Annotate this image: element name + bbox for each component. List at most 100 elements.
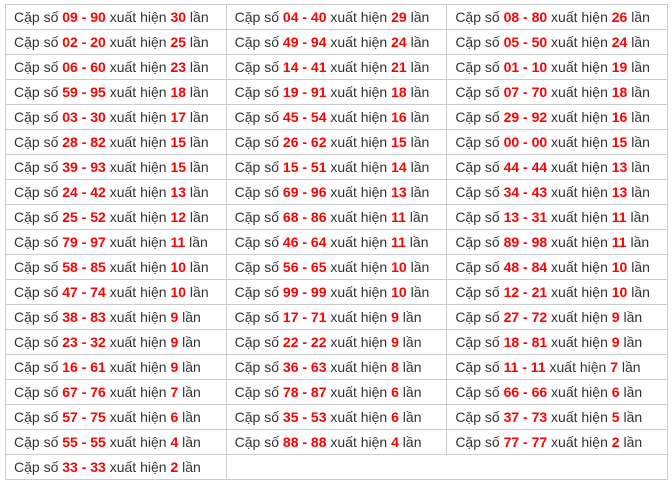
pair-prefix-label: Cặp số xyxy=(455,209,504,225)
pair-cell: Cặp số 59 - 95 xuất hiện 18 lần xyxy=(5,79,227,105)
pair-cell: Cặp số 78 - 87 xuất hiện 6 lần xyxy=(225,379,448,405)
table-row: Cặp số 02 - 20 xuất hiện 25 lần Cặp số 49… xyxy=(5,29,668,55)
occurrence-label: xuất hiện xyxy=(547,34,612,50)
pair-count: 13 xyxy=(611,184,628,200)
pair-count: 6 xyxy=(170,409,179,425)
pair-cell: Cặp số 01 - 10 xuất hiện 19 lần xyxy=(446,54,668,80)
occurrence-label: xuất hiện xyxy=(105,459,171,475)
pair-numbers: 07 - 70 xyxy=(503,84,548,100)
pair-cell: Cặp số 04 - 40 xuất hiện 29 lần xyxy=(225,4,448,30)
pair-prefix-label: Cặp số xyxy=(234,209,283,225)
occurrence-label: xuất hiện xyxy=(326,84,392,100)
pair-cell: Cặp số 15 - 51 xuất hiện 14 lần xyxy=(225,154,448,180)
unit-label: lần xyxy=(178,459,201,475)
pair-count: 13 xyxy=(391,184,407,200)
unit-label: lần xyxy=(178,384,201,400)
pair-numbers: 16 - 61 xyxy=(62,359,106,375)
pair-cell: Cặp số 49 - 94 xuất hiện 24 lần xyxy=(225,29,448,55)
table-row: Cặp số 24 - 42 xuất hiện 13 lần Cặp số 69… xyxy=(5,179,668,205)
pair-cell: Cặp số 26 - 62 xuất hiện 15 lần xyxy=(225,129,448,155)
pair-count: 15 xyxy=(611,134,628,150)
pair-prefix-label: Cặp số xyxy=(14,209,63,225)
occurrence-label: xuất hiện xyxy=(547,434,612,450)
unit-label: lần xyxy=(398,384,422,400)
pair-numbers: 99 - 99 xyxy=(282,284,327,300)
pair-prefix-label: Cặp số xyxy=(14,59,63,75)
pair-prefix-label: Cặp số xyxy=(14,284,63,300)
pair-prefix-label: Cặp số xyxy=(455,9,504,25)
pair-cell: Cặp số 27 - 72 xuất hiện 9 lần xyxy=(446,304,668,330)
pair-count: 9 xyxy=(391,309,399,325)
occurrence-label: xuất hiện xyxy=(105,109,171,125)
pair-numbers: 46 - 64 xyxy=(282,234,327,250)
pair-count: 11 xyxy=(611,234,627,250)
pair-prefix-label: Cặp số xyxy=(455,384,504,400)
pair-numbers: 23 - 32 xyxy=(62,334,106,350)
pair-numbers: 55 - 55 xyxy=(62,434,106,450)
pair-cell: Cặp số 29 - 92 xuất hiện 16 lần xyxy=(446,104,668,130)
pair-count: 16 xyxy=(391,109,407,125)
pair-prefix-label: Cặp số xyxy=(234,309,283,325)
pair-numbers: 47 - 74 xyxy=(62,284,106,300)
pair-count: 7 xyxy=(170,384,179,400)
unit-label: lần xyxy=(627,159,650,175)
pair-prefix-label: Cặp số xyxy=(14,34,63,50)
pair-count: 30 xyxy=(170,9,187,25)
unit-label: lần xyxy=(186,59,209,75)
pair-cell: Cặp số 00 - 00 xuất hiện 15 lần xyxy=(446,129,668,155)
pair-cell: Cặp số 22 - 22 xuất hiện 9 lần xyxy=(225,329,448,355)
occurrence-label: xuất hiện xyxy=(326,59,392,75)
pair-count: 10 xyxy=(391,284,407,300)
pair-prefix-label: Cặp số xyxy=(14,9,63,25)
pair-cell: Cặp số 08 - 80 xuất hiện 26 lần xyxy=(446,4,668,30)
occurrence-label: xuất hiện xyxy=(326,109,392,125)
pair-prefix-label: Cặp số xyxy=(234,434,283,450)
occurrence-label: xuất hiện xyxy=(105,259,171,275)
unit-label: lần xyxy=(186,209,209,225)
table-row: Cặp số 57 - 75 xuất hiện 6 lần Cặp số 35 … xyxy=(5,404,668,430)
pair-cell: Cặp số 36 - 63 xuất hiện 8 lần xyxy=(225,354,448,380)
table-row: Cặp số 38 - 83 xuất hiện 9 lần Cặp số 17 … xyxy=(5,304,668,330)
pair-numbers: 04 - 40 xyxy=(282,9,327,25)
pair-numbers: 48 - 84 xyxy=(503,259,548,275)
pair-numbers: 66 - 66 xyxy=(503,384,548,400)
pair-count: 25 xyxy=(170,34,187,50)
occurrence-label: xuất hiện xyxy=(326,159,392,175)
table-row: Cặp số 25 - 52 xuất hiện 12 lần Cặp số 68… xyxy=(5,204,668,230)
pair-count: 6 xyxy=(391,409,399,425)
unit-label: lần xyxy=(398,309,422,325)
unit-label: lần xyxy=(406,184,430,200)
occurrence-label: xuất hiện xyxy=(326,434,392,450)
pair-cell: Cặp số 57 - 75 xuất hiện 6 lần xyxy=(5,404,227,430)
pair-prefix-label: Cặp số xyxy=(14,84,63,100)
table-row: Cặp số 39 - 93 xuất hiện 15 lần Cặp số 15… xyxy=(5,154,668,180)
unit-label: lần xyxy=(406,134,430,150)
pair-cell: Cặp số 25 - 52 xuất hiện 12 lần xyxy=(5,204,227,230)
occurrence-label: xuất hiện xyxy=(105,409,171,425)
pair-numbers: 27 - 72 xyxy=(503,309,548,325)
pair-cell: Cặp số 45 - 54 xuất hiện 16 lần xyxy=(225,104,448,130)
unit-label: lần xyxy=(178,334,201,350)
pair-numbers: 59 - 95 xyxy=(62,84,106,100)
pair-numbers: 56 - 65 xyxy=(282,259,327,275)
unit-label: lần xyxy=(186,109,209,125)
pair-prefix-label: Cặp số xyxy=(455,34,504,50)
pair-cell: Cặp số 89 - 98 xuất hiện 11 lần xyxy=(446,229,668,255)
unit-label: lần xyxy=(627,109,650,125)
unit-label: lần xyxy=(627,134,650,150)
pair-numbers: 28 - 82 xyxy=(62,134,106,150)
pair-numbers: 67 - 76 xyxy=(62,384,106,400)
table-row: Cặp số 09 - 90 xuất hiện 30 lần Cặp số 04… xyxy=(5,4,668,30)
pair-prefix-label: Cặp số xyxy=(14,109,63,125)
pair-table-body: Cặp số 09 - 90 xuất hiện 30 lần Cặp số 04… xyxy=(5,4,669,480)
occurrence-label: xuất hiện xyxy=(326,34,392,50)
pair-count: 9 xyxy=(611,334,620,350)
pair-prefix-label: Cặp số xyxy=(234,34,283,50)
unit-label: lần xyxy=(186,84,209,100)
pair-cell: Cặp số 05 - 50 xuất hiện 24 lần xyxy=(446,29,668,55)
pair-numbers: 88 - 88 xyxy=(282,434,327,450)
occurrence-label: xuất hiện xyxy=(326,134,392,150)
unit-label: lần xyxy=(406,259,430,275)
occurrence-label: xuất hiện xyxy=(105,309,171,325)
occurrence-label: xuất hiện xyxy=(105,159,171,175)
